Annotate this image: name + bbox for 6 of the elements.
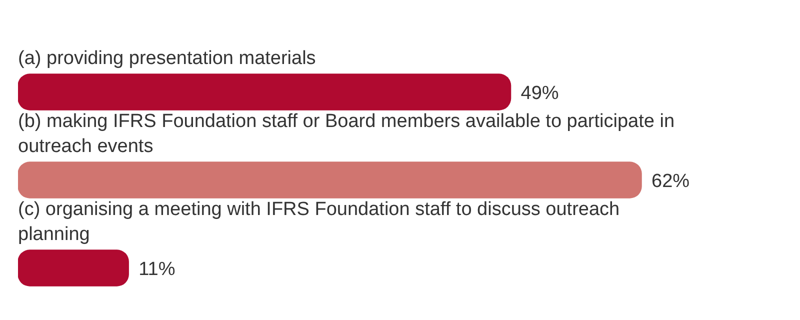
data-label: 49% [520, 83, 559, 104]
y-tick-label: (c) organising a meeting with IFRS Foundation staff to discuss outreach planning [18, 199, 620, 245]
data-label: 11% [138, 259, 176, 280]
data-label: 62% [652, 171, 690, 192]
y-tick-label: (a) providing presentation materials [18, 48, 316, 69]
y-tick-label: (b) making IFRS Foundation staff or Board members available to participate in outreach events [18, 111, 675, 157]
